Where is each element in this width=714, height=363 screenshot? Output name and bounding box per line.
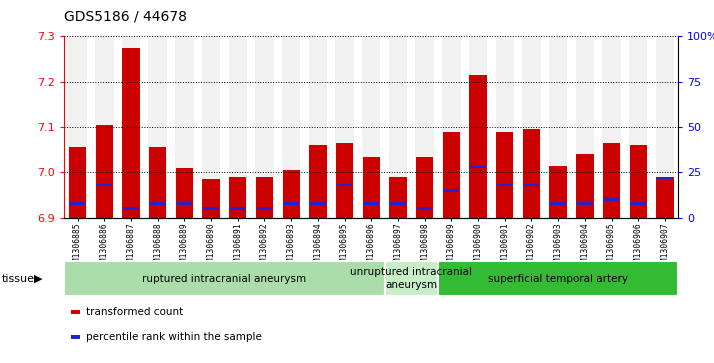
Bar [442,36,461,218]
Bar [657,176,673,179]
Bar [228,36,247,218]
Bar [363,156,380,218]
Bar [603,143,620,218]
Text: superficial temporal artery: superficial temporal artery [488,274,628,284]
Bar [69,147,86,218]
Bar [523,184,539,187]
Bar [522,36,540,218]
Bar [150,202,166,205]
Text: GDS5186 / 44678: GDS5186 / 44678 [64,9,187,23]
Bar [496,132,513,218]
Bar [256,207,272,210]
Bar [124,207,139,210]
Bar [95,36,114,218]
Bar [149,147,166,218]
Bar [550,202,566,205]
Text: tissue: tissue [2,274,35,284]
Bar [203,207,219,210]
Bar [385,261,438,296]
Bar [176,202,192,205]
Bar [122,48,140,218]
Bar [282,36,301,218]
Text: ▶: ▶ [34,274,43,284]
Bar [336,143,353,218]
Bar [96,125,113,218]
Bar [230,207,246,210]
Bar [176,168,193,218]
Bar [443,189,459,192]
Bar [149,36,167,218]
Bar [283,170,300,218]
Bar [438,261,678,296]
Bar [256,36,273,218]
Bar [630,202,646,205]
Bar [416,156,433,218]
Bar [390,202,406,205]
Bar [575,36,594,218]
Bar [336,36,354,218]
Bar [417,207,433,210]
Text: ruptured intracranial aneurysm: ruptured intracranial aneurysm [142,274,306,284]
Bar [308,36,327,218]
Bar [64,261,385,296]
Bar [202,36,221,218]
Bar [70,202,86,205]
Bar [203,179,220,218]
Bar [69,36,87,218]
Bar [389,177,407,218]
Bar [122,36,140,218]
Bar [443,132,460,218]
Bar [229,177,246,218]
Bar [337,184,353,187]
Bar [656,177,673,218]
Bar [283,202,299,205]
Bar [576,154,593,218]
Bar [496,36,514,218]
Bar [96,184,112,187]
Bar [256,177,273,218]
Bar [362,36,381,218]
Bar [549,36,568,218]
Bar [175,36,193,218]
Bar [388,36,407,218]
Bar [497,184,513,187]
Bar [471,166,486,168]
Bar [577,202,593,205]
Text: transformed count: transformed count [86,307,183,317]
Bar [363,202,379,205]
Bar [523,129,540,218]
Text: percentile rank within the sample: percentile rank within the sample [86,332,261,342]
Bar [469,36,487,218]
Text: unruptured intracranial
aneurysm: unruptured intracranial aneurysm [351,268,473,290]
Bar [603,36,620,218]
Bar [604,198,619,201]
Bar [469,75,487,218]
Bar [310,202,326,205]
Bar [629,36,648,218]
Bar [630,145,647,218]
Bar [416,36,434,218]
Bar [655,36,674,218]
Bar [550,166,567,218]
Bar [309,145,326,218]
